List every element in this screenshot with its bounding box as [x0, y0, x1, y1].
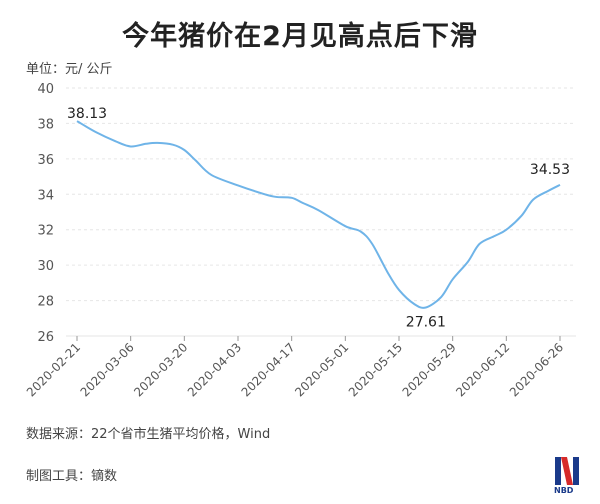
data-source-note: 数据来源：22个省市生猪平均价格，Wind: [26, 427, 271, 442]
x-tick-label: 2020-05-01: [292, 340, 351, 399]
chart-tool-note: 制图工具：镝数: [26, 469, 118, 484]
data-label: 38.13: [67, 106, 107, 122]
x-tick-label: 2020-06-12: [453, 340, 512, 399]
x-tick-label: 2020-02-21: [24, 340, 83, 399]
nbd-logo-icon: [555, 457, 579, 485]
data-label: 27.61: [406, 314, 446, 330]
y-tick-label: 28: [37, 295, 54, 310]
y-tick-label: 34: [37, 188, 54, 203]
y-tick-label: 32: [37, 224, 54, 239]
chart-title: 今年猪价在2月见高点后下滑: [122, 21, 478, 52]
y-tick-label: 38: [37, 117, 54, 132]
y-tick-label: 36: [37, 153, 54, 168]
y-tick-label: 26: [37, 330, 54, 345]
x-tick-label: 2020-03-06: [78, 340, 137, 399]
line-chart: 26283032343638402020-02-212020-03-062020…: [24, 82, 576, 399]
data-label: 34.53: [530, 162, 570, 178]
x-tick-label: 2020-04-17: [239, 340, 298, 399]
x-tick-label: 2020-03-20: [131, 340, 190, 399]
y-axis-unit-label: 单位：元/ 公斤: [26, 62, 113, 77]
x-tick-label: 2020-06-26: [507, 340, 566, 399]
x-tick-label: 2020-05-15: [346, 340, 405, 399]
series-line: [76, 120, 561, 309]
logo-text: NBD: [554, 486, 574, 495]
x-tick-label: 2020-05-29: [400, 340, 459, 399]
y-tick-label: 40: [37, 82, 54, 97]
y-tick-label: 30: [37, 259, 54, 274]
x-tick-label: 2020-04-03: [185, 340, 244, 399]
